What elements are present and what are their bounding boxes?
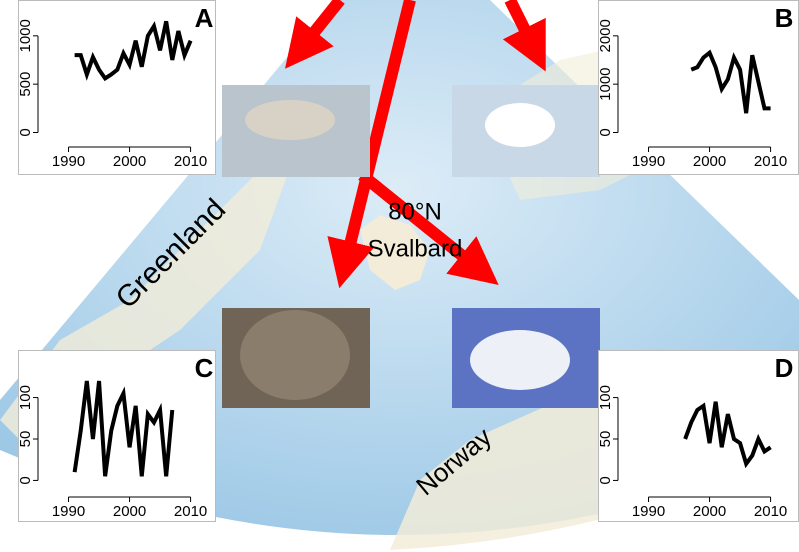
panel-letter: D [775, 353, 794, 383]
x-tick-label: 1990 [52, 503, 85, 520]
y-tick-label: 50 [597, 431, 614, 448]
panel-letter: B [775, 3, 794, 33]
x-tick-label: 2000 [113, 153, 146, 170]
photo-fox-body [470, 330, 570, 390]
y-tick-label: 0 [597, 476, 614, 484]
panel-frame [19, 351, 216, 522]
x-tick-label: 1990 [632, 153, 665, 170]
y-tick-label: 100 [597, 385, 614, 410]
x-tick-label: 2000 [693, 153, 726, 170]
y-tick-label: 0 [17, 476, 34, 484]
chart-panel: 0 500 1000 1990 2000 2010 A [17, 1, 216, 175]
y-tick-label: 50 [17, 431, 34, 448]
x-tick-label: 1990 [632, 503, 665, 520]
figure: 80°N Svalbard Greenland Norway 050010001… [0, 0, 799, 552]
y-tick-label: 100 [17, 385, 34, 410]
y-tick-label: 1000 [17, 19, 34, 52]
x-tick-label: 1990 [52, 153, 85, 170]
x-tick-label: 2000 [113, 503, 146, 520]
photo-ptarmigan-bird [485, 103, 555, 147]
svalbard-label: Svalbard [368, 235, 463, 262]
chart-panel: 0 1000 2000 1990 2000 2010 B [597, 1, 799, 175]
panel-letter: C [195, 353, 214, 383]
y-tick-label: 0 [17, 128, 34, 136]
panel-frame [599, 1, 799, 175]
photo-vole-head [240, 310, 350, 400]
chart-panel: 0 50 100 1990 2000 2010 C [17, 351, 216, 522]
latitude-label: 80°N [388, 198, 442, 225]
y-tick-label: 0 [597, 128, 614, 136]
x-tick-label: 2010 [174, 503, 207, 520]
x-tick-label: 2010 [754, 503, 787, 520]
y-tick-label: 500 [17, 72, 34, 97]
x-tick-label: 2000 [693, 503, 726, 520]
y-tick-label: 2000 [597, 19, 614, 52]
panel-frame [19, 1, 216, 175]
x-tick-label: 2010 [754, 153, 787, 170]
photo-reindeer-body [245, 100, 335, 140]
chart-panel: 0 50 100 1990 2000 2010 D [597, 351, 799, 522]
panel-frame [599, 351, 799, 522]
panel-letter: A [195, 3, 214, 33]
y-tick-label: 1000 [597, 67, 614, 100]
x-tick-label: 2010 [174, 153, 207, 170]
